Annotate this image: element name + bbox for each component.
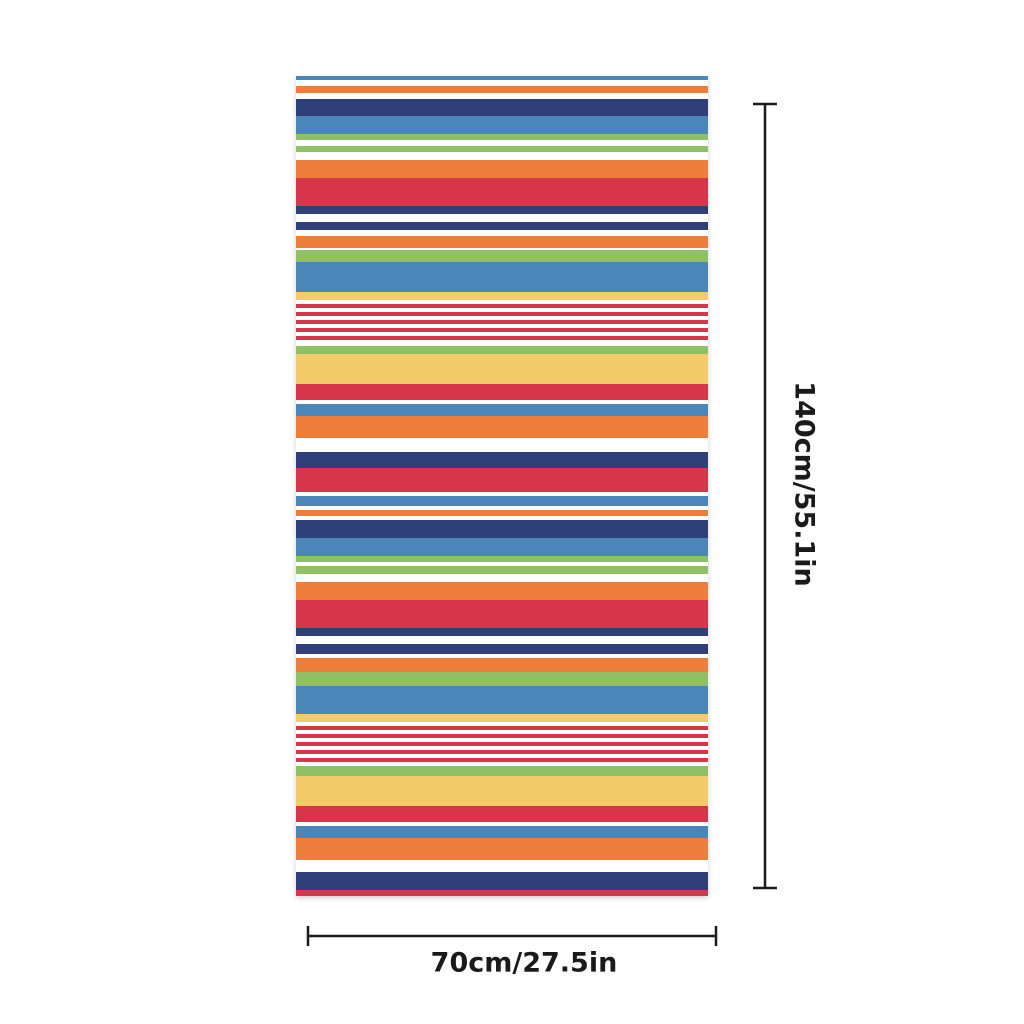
stripe xyxy=(296,510,708,516)
stripe xyxy=(296,734,708,738)
stripe xyxy=(296,160,708,178)
stripe xyxy=(296,416,708,438)
stripe xyxy=(296,890,708,896)
stripe xyxy=(296,628,708,636)
width-label: 70cm/27.5in xyxy=(431,948,618,979)
stripe xyxy=(296,250,708,262)
stripe xyxy=(296,336,708,340)
stripe xyxy=(296,520,708,538)
stripe xyxy=(296,566,708,574)
stripe xyxy=(296,262,708,292)
stripe xyxy=(296,116,708,134)
stripe xyxy=(296,86,708,93)
stripe xyxy=(296,750,708,754)
stripe xyxy=(296,206,708,214)
stripe xyxy=(296,538,708,556)
stripe xyxy=(296,766,708,776)
stripe xyxy=(296,582,708,600)
stripe xyxy=(296,312,708,316)
stripe-pattern xyxy=(296,76,708,896)
height-label: 140cm/55.1in xyxy=(789,381,820,586)
stripe xyxy=(296,496,708,506)
stripe xyxy=(296,556,708,562)
stripe xyxy=(296,304,708,308)
stripe xyxy=(296,222,708,230)
stripe xyxy=(296,806,708,822)
stripe xyxy=(296,600,708,628)
stripe xyxy=(296,236,708,248)
stripe xyxy=(296,826,708,838)
stripe xyxy=(296,644,708,654)
stripe xyxy=(296,320,708,324)
stripe xyxy=(296,404,708,416)
stripe xyxy=(296,178,708,206)
stripe xyxy=(296,686,708,714)
stripe xyxy=(296,776,708,806)
stripe xyxy=(296,76,708,80)
stripe xyxy=(296,872,708,890)
stripe xyxy=(296,758,708,762)
stripe xyxy=(296,452,708,468)
stripe xyxy=(296,346,708,354)
stripe xyxy=(296,742,708,746)
stripe xyxy=(296,354,708,384)
stripe xyxy=(296,99,708,116)
stripe xyxy=(296,672,708,686)
stripe xyxy=(296,146,708,152)
stripe xyxy=(296,838,708,860)
stripe xyxy=(296,714,708,722)
stripe xyxy=(296,658,708,672)
stripe xyxy=(296,468,708,492)
stripe xyxy=(296,384,708,400)
stripe xyxy=(296,726,708,730)
stripe xyxy=(296,292,708,300)
stripe xyxy=(296,134,708,140)
stripe xyxy=(296,328,708,332)
